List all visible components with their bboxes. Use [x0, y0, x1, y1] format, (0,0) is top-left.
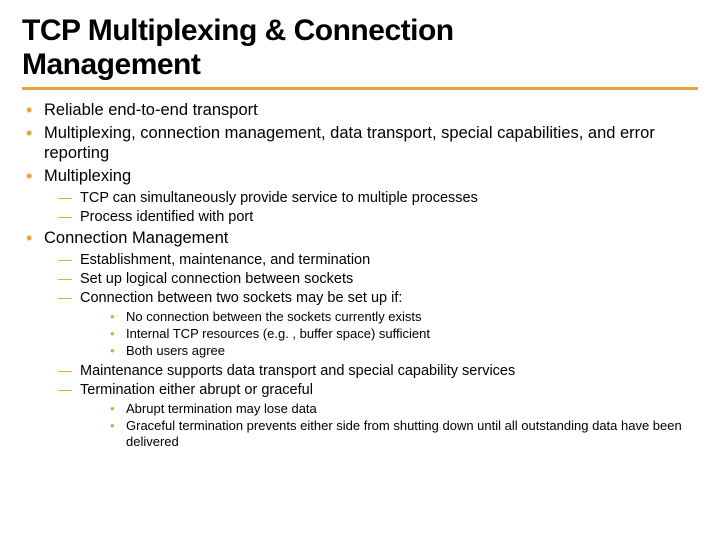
bullet-text: Termination either abrupt or graceful — [80, 382, 313, 398]
title-line-1: TCP Multiplexing & Connection — [22, 14, 454, 47]
bullet-text: No connection between the sockets curren… — [126, 309, 422, 324]
bullet-text: Set up logical connection between socket… — [80, 271, 353, 287]
list-item: Termination either abrupt or graceful Ab… — [44, 381, 698, 451]
sub-list: Establishment, maintenance, and terminat… — [44, 251, 698, 451]
list-item: Connection between two sockets may be se… — [44, 289, 698, 360]
bullet-text: TCP can simultaneously provide service t… — [80, 190, 478, 206]
bullet-text: Internal TCP resources (e.g. , buffer sp… — [126, 326, 430, 341]
bullet-text: Connection between two sockets may be se… — [80, 290, 402, 306]
list-item: TCP can simultaneously provide service t… — [44, 189, 698, 207]
bullet-text: Reliable end-to-end transport — [44, 101, 258, 119]
sub-sub-list: Abrupt termination may lose data Gracefu… — [80, 401, 698, 451]
bullet-list: Reliable end-to-end transport Multiplexi… — [22, 100, 698, 451]
title-line-2: Management — [22, 48, 200, 81]
list-item: Abrupt termination may lose data — [80, 401, 698, 417]
title-rule — [22, 87, 698, 90]
list-item: Establishment, maintenance, and terminat… — [44, 251, 698, 269]
list-item: Multiplexing, connection management, dat… — [22, 123, 698, 164]
sub-list: TCP can simultaneously provide service t… — [44, 189, 698, 226]
list-item: Connection Management Establishment, mai… — [22, 228, 698, 451]
list-item: Process identified with port — [44, 208, 698, 226]
list-item: Internal TCP resources (e.g. , buffer sp… — [80, 326, 698, 342]
bullet-text: Connection Management — [44, 229, 228, 247]
list-item: Maintenance supports data transport and … — [44, 362, 698, 380]
list-item: No connection between the sockets curren… — [80, 309, 698, 325]
bullet-text: Multiplexing — [44, 167, 131, 185]
bullet-text: Both users agree — [126, 343, 225, 358]
list-item: Reliable end-to-end transport — [22, 100, 698, 121]
bullet-text: Graceful termination prevents either sid… — [126, 418, 682, 449]
bullet-text: Process identified with port — [80, 209, 253, 225]
bullet-text: Multiplexing, connection management, dat… — [44, 124, 655, 163]
sub-sub-list: No connection between the sockets curren… — [80, 309, 698, 360]
list-item: Graceful termination prevents either sid… — [80, 418, 698, 451]
bullet-text: Abrupt termination may lose data — [126, 401, 317, 416]
list-item: Multiplexing TCP can simultaneously prov… — [22, 166, 698, 226]
bullet-text: Maintenance supports data transport and … — [80, 363, 515, 379]
bullet-text: Establishment, maintenance, and terminat… — [80, 252, 370, 268]
slide-title: TCP Multiplexing & Connection Management — [22, 14, 698, 81]
list-item: Both users agree — [80, 343, 698, 359]
list-item: Set up logical connection between socket… — [44, 270, 698, 288]
